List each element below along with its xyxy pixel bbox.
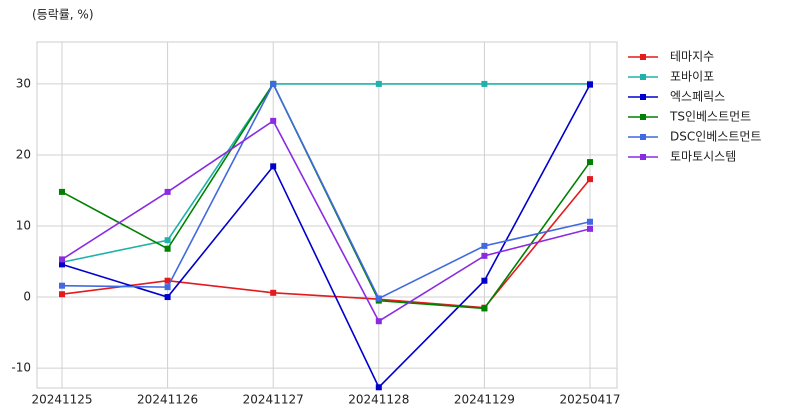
legend-marker bbox=[640, 54, 646, 60]
legend-label: 엑스페릭스 bbox=[670, 90, 725, 104]
point bbox=[481, 242, 488, 249]
legend-marker bbox=[640, 74, 646, 80]
legend-label: 테마지수 bbox=[670, 50, 714, 64]
point bbox=[164, 237, 171, 244]
point bbox=[481, 277, 488, 284]
point bbox=[587, 225, 593, 232]
y-tick-label: 0 bbox=[23, 290, 31, 304]
point bbox=[164, 188, 171, 195]
point bbox=[481, 80, 488, 87]
point bbox=[587, 176, 593, 183]
point bbox=[59, 256, 65, 263]
point bbox=[164, 245, 171, 252]
x-tick-label: 20241126 bbox=[137, 393, 198, 407]
series-line bbox=[61, 82, 591, 300]
point bbox=[164, 284, 171, 291]
point bbox=[270, 163, 277, 170]
point bbox=[59, 188, 65, 195]
legend-marker bbox=[640, 154, 646, 160]
point bbox=[587, 159, 593, 166]
point bbox=[59, 282, 65, 289]
point bbox=[481, 252, 488, 259]
point bbox=[375, 80, 382, 87]
x-tick-label: 20241129 bbox=[454, 393, 515, 407]
legend-label: DSC인베스트먼트 bbox=[670, 130, 761, 144]
y-tick-label: 30 bbox=[16, 76, 31, 90]
legend-marker bbox=[640, 134, 646, 140]
point bbox=[164, 294, 171, 301]
x-tick-label: 20241128 bbox=[348, 393, 409, 407]
point bbox=[375, 384, 382, 391]
point bbox=[270, 289, 277, 296]
x-tick-label: 20241127 bbox=[243, 393, 304, 407]
point bbox=[59, 261, 65, 268]
point bbox=[270, 80, 277, 87]
point bbox=[59, 291, 65, 298]
x-tick-label: 20250417 bbox=[559, 393, 620, 407]
series-line bbox=[61, 119, 591, 323]
series-line bbox=[61, 83, 590, 264]
point bbox=[587, 81, 593, 88]
legend-label: 토마토시스템 bbox=[670, 150, 736, 164]
point bbox=[481, 305, 488, 312]
legend-label: TS인베스트먼트 bbox=[669, 110, 751, 124]
legend-label: 포바이포 bbox=[670, 70, 714, 84]
point bbox=[164, 277, 171, 284]
series-line bbox=[61, 178, 591, 309]
y-tick-label: 10 bbox=[16, 219, 31, 233]
point bbox=[375, 318, 382, 325]
point bbox=[375, 295, 382, 302]
legend-marker bbox=[640, 114, 646, 120]
plot-frame bbox=[36, 41, 618, 389]
y-axis-label: (등락률, %) bbox=[32, 8, 94, 22]
point bbox=[587, 218, 593, 225]
y-tick-label: -10 bbox=[11, 361, 31, 375]
series-line bbox=[61, 84, 591, 389]
point bbox=[270, 117, 277, 124]
legend-marker bbox=[640, 94, 646, 100]
y-tick-label: 20 bbox=[16, 147, 31, 161]
x-tick-label: 20241125 bbox=[31, 393, 92, 407]
